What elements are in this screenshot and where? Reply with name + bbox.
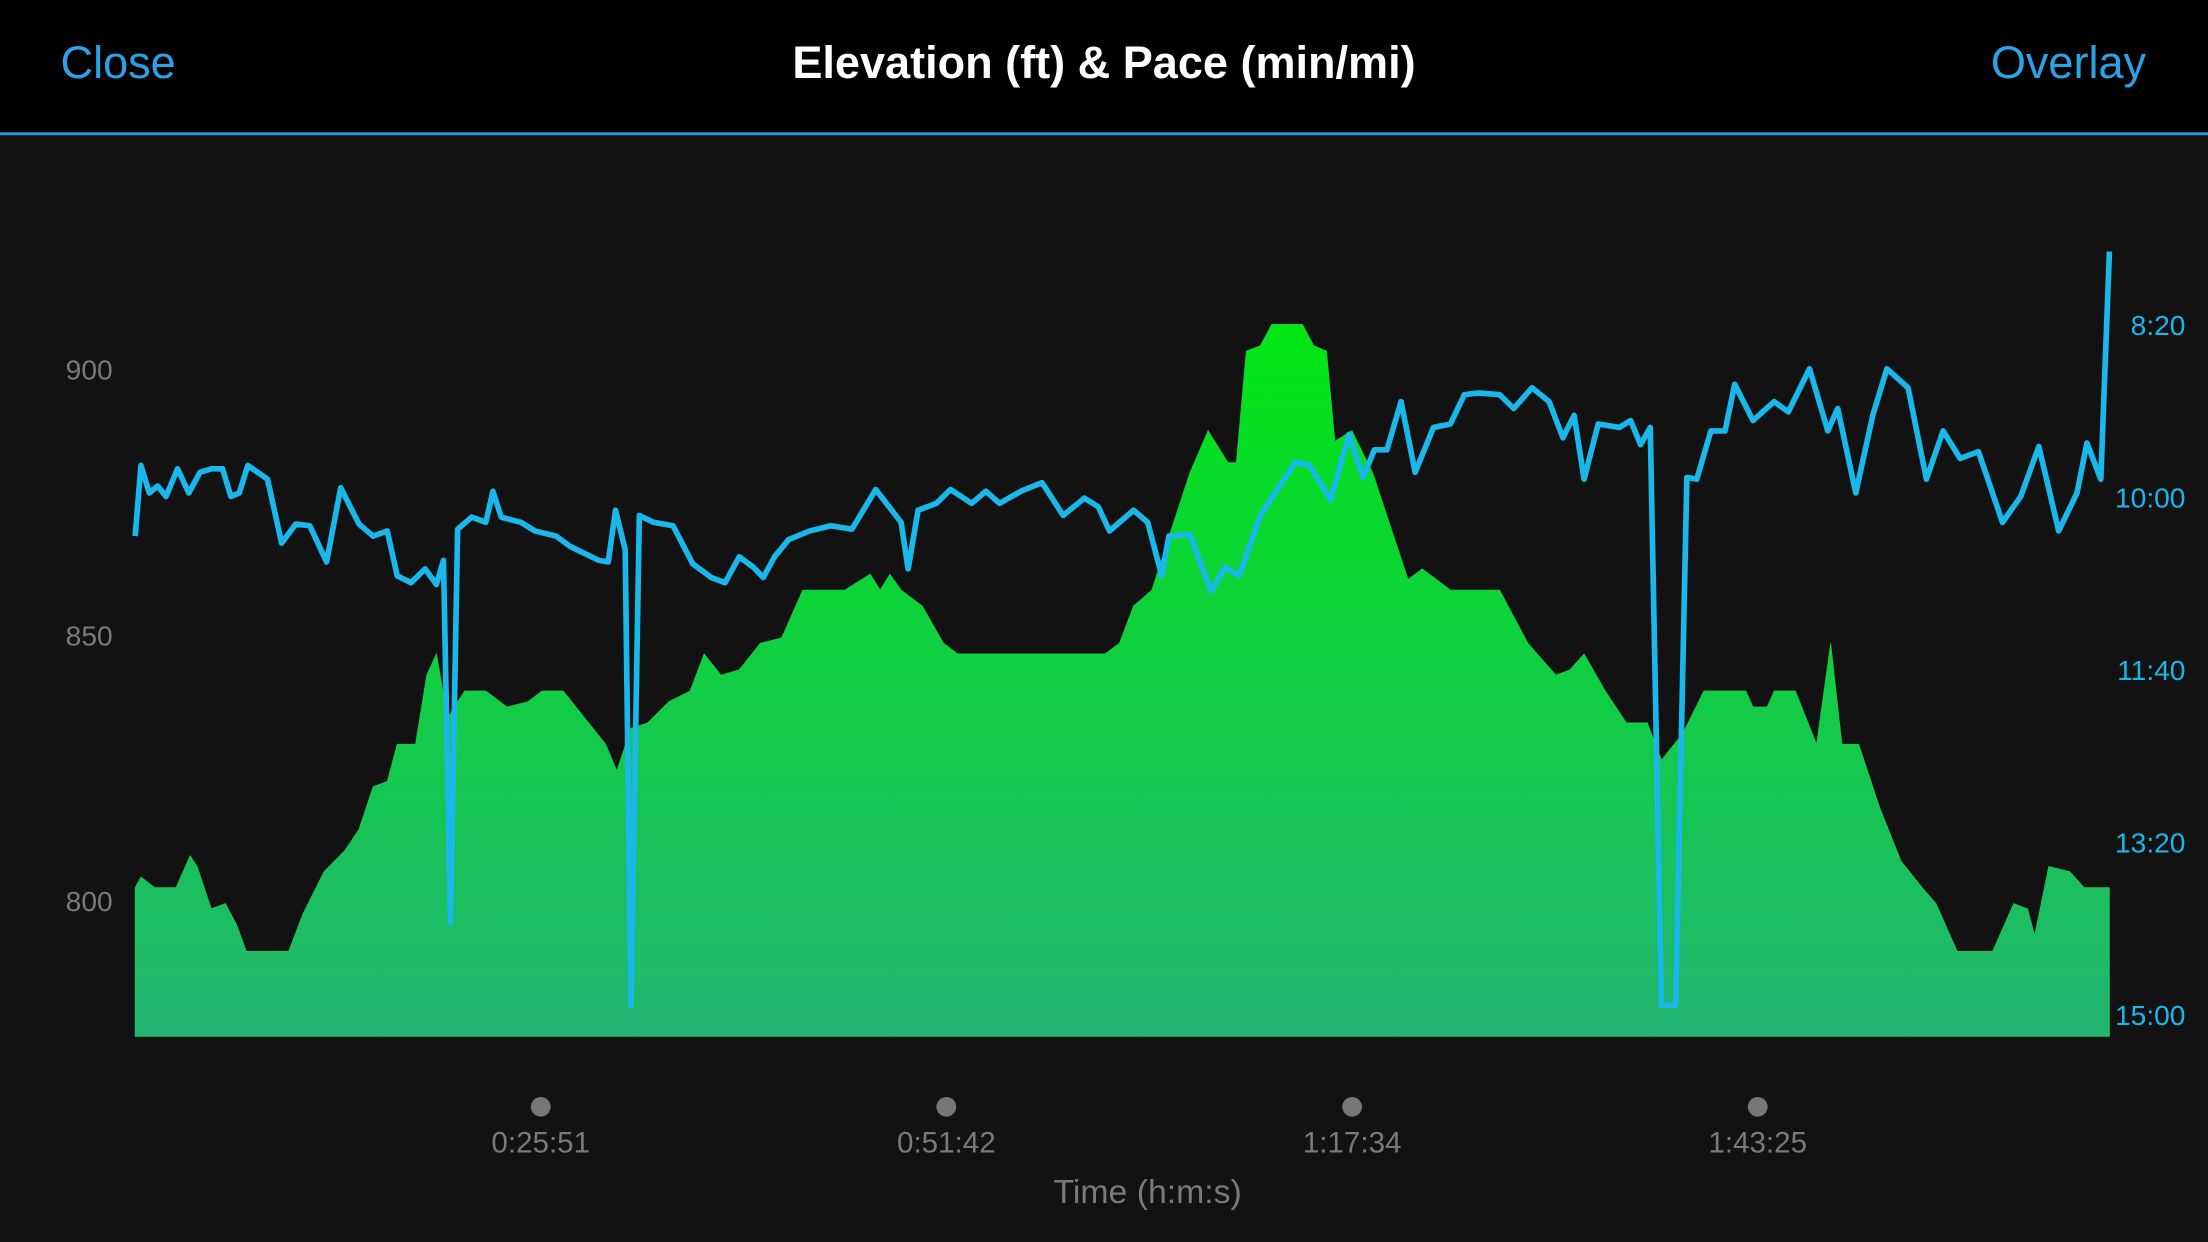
y2-tick-label: 13:20 — [2115, 827, 2185, 858]
x-tick-dot — [1747, 1096, 1768, 1117]
chart-title: Elevation (ft) & Pace (min/mi) — [792, 37, 1415, 88]
y2-tick-label: 15:00 — [2115, 1000, 2185, 1031]
pace-line — [132, 251, 2113, 1009]
y2-tick-label: 11:40 — [2117, 655, 2185, 686]
x-tick-label: 1:43:25 — [1708, 1127, 1807, 1160]
y2-tick-label: 10:00 — [2115, 482, 2185, 513]
x-tick-dot — [530, 1096, 551, 1117]
x-axis-label: Time (h:m:s) — [1054, 1173, 1242, 1211]
y-tick-label: 900 — [66, 355, 113, 386]
header-bar — [0, 0, 2208, 133]
x-tick-label: 0:25:51 — [491, 1127, 590, 1160]
x-tick-label: 1:17:34 — [1303, 1127, 1402, 1160]
x-tick-dot — [1342, 1096, 1363, 1117]
y-tick-label: 850 — [66, 620, 113, 651]
x-tick-label: 0:51:42 — [897, 1127, 996, 1160]
close-button[interactable]: Close — [61, 37, 176, 88]
overlay-button[interactable]: Overlay — [1991, 37, 2147, 88]
x-tick-dot — [936, 1096, 957, 1117]
y2-tick-label: 8:20 — [2131, 310, 2186, 341]
y-tick-label: 800 — [66, 886, 113, 917]
